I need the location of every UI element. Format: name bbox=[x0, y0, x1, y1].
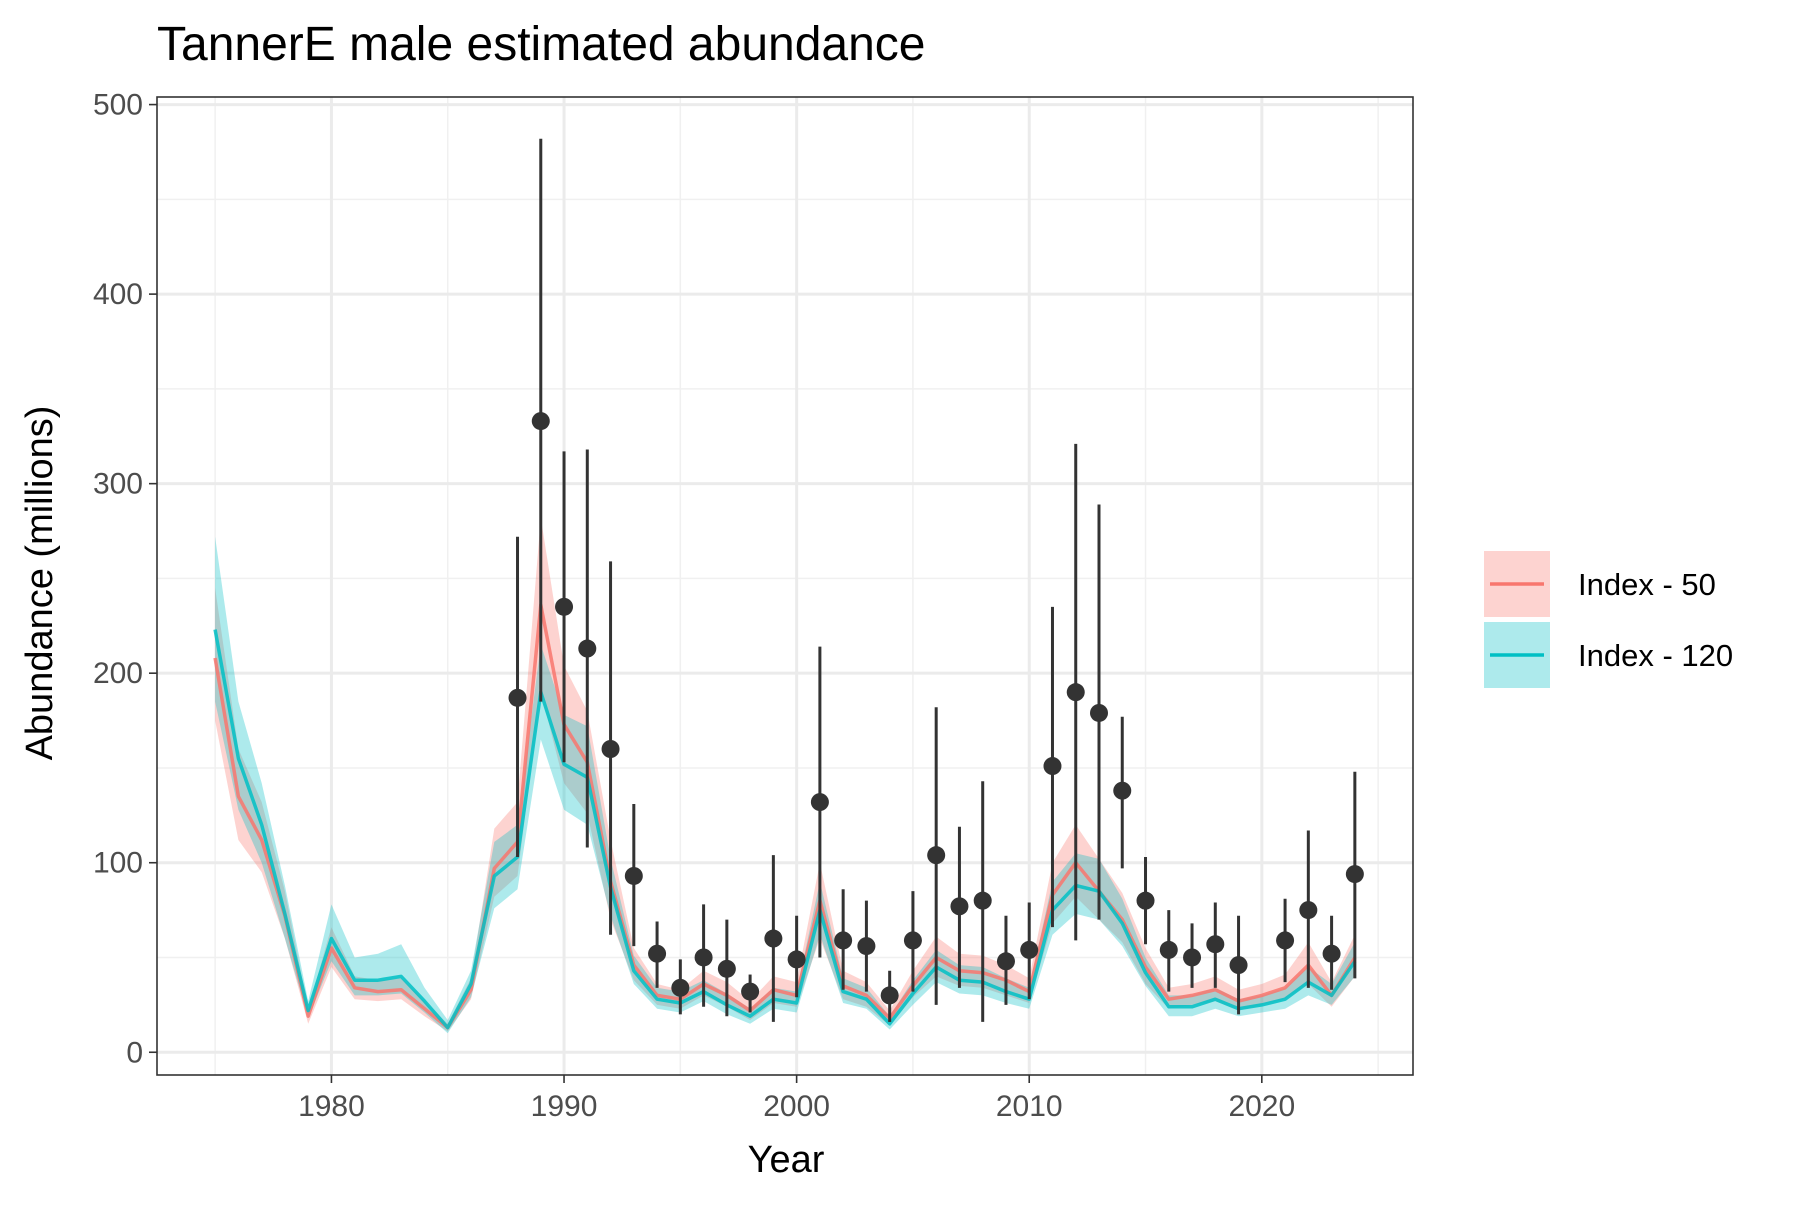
y-tick-label: 500 bbox=[93, 89, 143, 122]
observed-point bbox=[671, 978, 690, 997]
legend-label: Index - 50 bbox=[1578, 567, 1716, 602]
observed-point bbox=[903, 931, 922, 950]
confidence-band-2 bbox=[215, 536, 1355, 1034]
y-axis-title: Abundance (millions) bbox=[19, 406, 61, 761]
x-tick-label: 1980 bbox=[298, 1090, 365, 1123]
y-tick-label: 400 bbox=[93, 278, 143, 311]
series-line-2 bbox=[213, 629, 1357, 1030]
observed-point bbox=[1043, 757, 1062, 776]
observed-point bbox=[764, 929, 783, 948]
legend-label: Index - 120 bbox=[1578, 638, 1733, 673]
x-axis-title: Year bbox=[748, 1139, 825, 1181]
observed-point bbox=[927, 846, 946, 865]
observed-point bbox=[996, 952, 1015, 971]
observed-point bbox=[1322, 944, 1341, 963]
observed-point bbox=[624, 866, 643, 885]
observed-point bbox=[1206, 935, 1225, 954]
confidence-bands bbox=[215, 517, 1355, 1034]
observed-points bbox=[508, 138, 1364, 1022]
x-tick-label: 2020 bbox=[1228, 1090, 1295, 1123]
confidence-band-1 bbox=[215, 517, 1355, 1032]
y-tick-label: 100 bbox=[93, 847, 143, 880]
observed-point bbox=[648, 944, 667, 963]
axis-layer: 1980 1990 2000 2010 2020 0 100 200 300 400 500 bbox=[93, 89, 1295, 1123]
observed-point bbox=[1159, 940, 1178, 959]
legend: Index - 50 Index - 120 bbox=[1484, 551, 1733, 688]
y-tick-label: 200 bbox=[93, 657, 143, 690]
observed-point bbox=[555, 597, 574, 616]
x-tick-label: 2000 bbox=[763, 1090, 830, 1123]
observed-point bbox=[694, 948, 713, 967]
observed-point bbox=[578, 639, 597, 658]
observed-point bbox=[717, 959, 736, 978]
observed-point bbox=[601, 740, 620, 758]
observed-point bbox=[834, 931, 853, 950]
observed-point bbox=[1090, 703, 1108, 722]
observed-point bbox=[1066, 683, 1085, 702]
chart-title: TannerE male estimated abundance bbox=[157, 18, 926, 71]
panel-border bbox=[156, 96, 1414, 1076]
observed-point bbox=[1113, 781, 1132, 800]
observed-point bbox=[787, 950, 806, 969]
observed-point bbox=[857, 937, 876, 956]
x-tick-label: 1990 bbox=[531, 1090, 598, 1123]
observed-point bbox=[508, 688, 527, 707]
observed-point bbox=[1183, 948, 1202, 967]
observed-point bbox=[810, 793, 829, 812]
series-line-1 bbox=[213, 603, 1357, 1030]
grid-layer bbox=[157, 97, 1413, 1075]
observed-point bbox=[1136, 891, 1155, 910]
observed-point bbox=[1229, 956, 1248, 975]
observed-point bbox=[531, 412, 550, 431]
observed-point bbox=[973, 891, 992, 910]
observed-point bbox=[1020, 940, 1039, 959]
x-tick-label: 2010 bbox=[996, 1090, 1063, 1123]
observed-point bbox=[950, 897, 969, 916]
y-tick-label: 0 bbox=[126, 1036, 143, 1069]
series-lines bbox=[213, 603, 1357, 1030]
y-tick-label: 300 bbox=[93, 468, 143, 501]
observed-point bbox=[880, 986, 899, 1005]
observed-point bbox=[1345, 865, 1364, 884]
observed-point bbox=[741, 982, 760, 1001]
observed-point bbox=[1299, 901, 1318, 920]
observed-point bbox=[1276, 931, 1295, 950]
